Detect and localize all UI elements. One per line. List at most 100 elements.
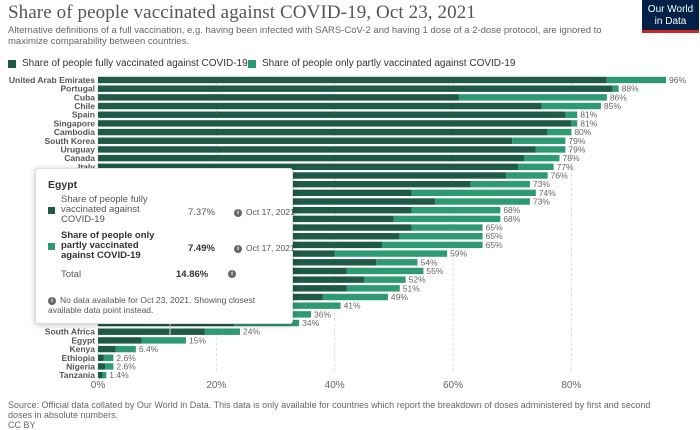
bar-partial bbox=[115, 345, 136, 353]
data-label: 78% bbox=[563, 153, 580, 163]
license: CC BY bbox=[8, 420, 36, 430]
data-label: 73% bbox=[533, 179, 550, 189]
data-label: 79% bbox=[568, 136, 585, 146]
category-label: Cuba bbox=[74, 92, 96, 102]
bar-partial bbox=[606, 76, 666, 84]
data-label: 2.6% bbox=[116, 361, 136, 371]
bar-partial bbox=[393, 215, 501, 223]
data-label: 41% bbox=[344, 301, 361, 311]
bar-partial bbox=[541, 102, 601, 110]
bar-partial bbox=[275, 302, 341, 309]
x-tick-label: 60% bbox=[443, 380, 463, 391]
tooltip: Egypt Share of people fully vaccinated a… bbox=[35, 168, 295, 324]
bar-partial bbox=[105, 363, 114, 370]
bar-full bbox=[98, 102, 542, 110]
bar-partial bbox=[322, 293, 388, 301]
bar-full bbox=[98, 94, 459, 101]
bar-partial bbox=[458, 94, 607, 101]
data-label: 54% bbox=[421, 257, 438, 267]
chart-title: Share of people vaccinated against COVID… bbox=[8, 2, 476, 23]
bar-partial bbox=[364, 276, 406, 283]
tooltip-country: Egypt bbox=[48, 179, 78, 191]
data-label: 2.6% bbox=[116, 353, 136, 363]
bar-partial bbox=[411, 224, 483, 231]
bar-full bbox=[98, 363, 106, 370]
category-label: Singapore bbox=[53, 118, 95, 128]
bar-partial bbox=[102, 371, 107, 379]
data-label: 24% bbox=[243, 327, 260, 337]
data-label: 73% bbox=[533, 197, 550, 207]
bar-partial bbox=[535, 146, 566, 153]
bar-partial bbox=[547, 128, 572, 136]
bar-partial bbox=[346, 285, 400, 292]
data-label: 80% bbox=[574, 127, 591, 137]
tooltip-total-value: 14.86% bbox=[176, 269, 209, 280]
data-label: 65% bbox=[486, 223, 503, 233]
bar-full bbox=[98, 371, 103, 379]
bar-partial bbox=[612, 85, 619, 92]
category-label: South Korea bbox=[44, 136, 95, 146]
bar-full bbox=[98, 154, 524, 162]
category-label: Uruguay bbox=[61, 144, 96, 154]
data-label: 86% bbox=[610, 92, 627, 102]
legend-item-full[interactable]: Share of people fully vaccinated against… bbox=[8, 58, 248, 69]
category-label: Canada bbox=[64, 153, 95, 163]
category-label: South Africa bbox=[45, 327, 95, 337]
tooltip-note: i No data available for Oct 23, 2021. Sho… bbox=[48, 295, 288, 315]
category-label: Italy bbox=[78, 162, 95, 172]
bar-full bbox=[98, 354, 104, 361]
category-label: Portugal bbox=[61, 84, 95, 94]
x-tick-label: 80% bbox=[561, 380, 581, 391]
bar-partial bbox=[512, 137, 566, 144]
info-icon: i bbox=[228, 270, 236, 279]
bar-partial bbox=[141, 337, 186, 344]
tooltip-note-text: No data available for Oct 23, 2021. Show… bbox=[48, 295, 256, 315]
bar-full bbox=[98, 172, 507, 179]
category-label: Egypt bbox=[71, 335, 95, 345]
data-label: 59% bbox=[450, 249, 467, 259]
info-icon: i bbox=[234, 244, 242, 253]
x-tick-label: 40% bbox=[325, 380, 345, 391]
bar-partial bbox=[346, 267, 424, 275]
tooltip-label-partial: Share of people only partly vaccinated a… bbox=[61, 230, 155, 261]
data-label: 96% bbox=[669, 75, 686, 85]
data-label: 74% bbox=[539, 188, 556, 198]
tooltip-date-full-text: Oct 17, 2021 bbox=[246, 207, 295, 217]
category-label: Kenya bbox=[69, 344, 95, 354]
bar-partial bbox=[411, 189, 536, 197]
category-label: Nigeria bbox=[66, 361, 95, 371]
data-label: 68% bbox=[503, 205, 520, 215]
data-label: 15% bbox=[189, 335, 206, 345]
legend-item-partial[interactable]: Share of people only partly vaccinated a… bbox=[248, 58, 515, 69]
tooltip-total-label: Total bbox=[61, 269, 82, 280]
bar-partial bbox=[399, 233, 483, 240]
tooltip-value-full: 7.37% bbox=[188, 207, 215, 218]
bar-partial bbox=[204, 328, 240, 335]
owid-logo[interactable]: Our World in Data bbox=[642, 0, 699, 33]
info-icon: i bbox=[234, 208, 242, 217]
data-label: 52% bbox=[409, 275, 426, 285]
bar-full bbox=[98, 128, 548, 136]
category-label: Ethiopia bbox=[61, 353, 95, 363]
data-label: 1.4% bbox=[109, 370, 129, 380]
data-label: 6.4% bbox=[139, 344, 159, 354]
tooltip-swatch-partial bbox=[48, 243, 55, 250]
chart-footer: Source: Official data collated by Our Wo… bbox=[8, 400, 668, 430]
data-label: 34% bbox=[302, 318, 319, 328]
data-label: 76% bbox=[551, 170, 568, 180]
tooltip-swatch-full bbox=[48, 207, 55, 214]
tooltip-date-full: i Oct 17, 2021 bbox=[234, 207, 295, 217]
data-label: 88% bbox=[622, 84, 639, 94]
bar-partial bbox=[571, 120, 578, 127]
data-label: 65% bbox=[486, 240, 503, 250]
source-note: Source: Official data collated by Our Wo… bbox=[8, 400, 651, 420]
bar-partial bbox=[103, 354, 114, 361]
data-label: 77% bbox=[557, 162, 574, 172]
bar-full bbox=[98, 163, 519, 170]
data-label: 36% bbox=[314, 309, 331, 319]
tooltip-value-partial: 7.49% bbox=[188, 243, 215, 254]
bar-partial bbox=[524, 154, 560, 162]
tooltip-total-info: i bbox=[228, 269, 240, 280]
bar-partial bbox=[334, 250, 448, 257]
data-label: 81% bbox=[580, 118, 597, 128]
